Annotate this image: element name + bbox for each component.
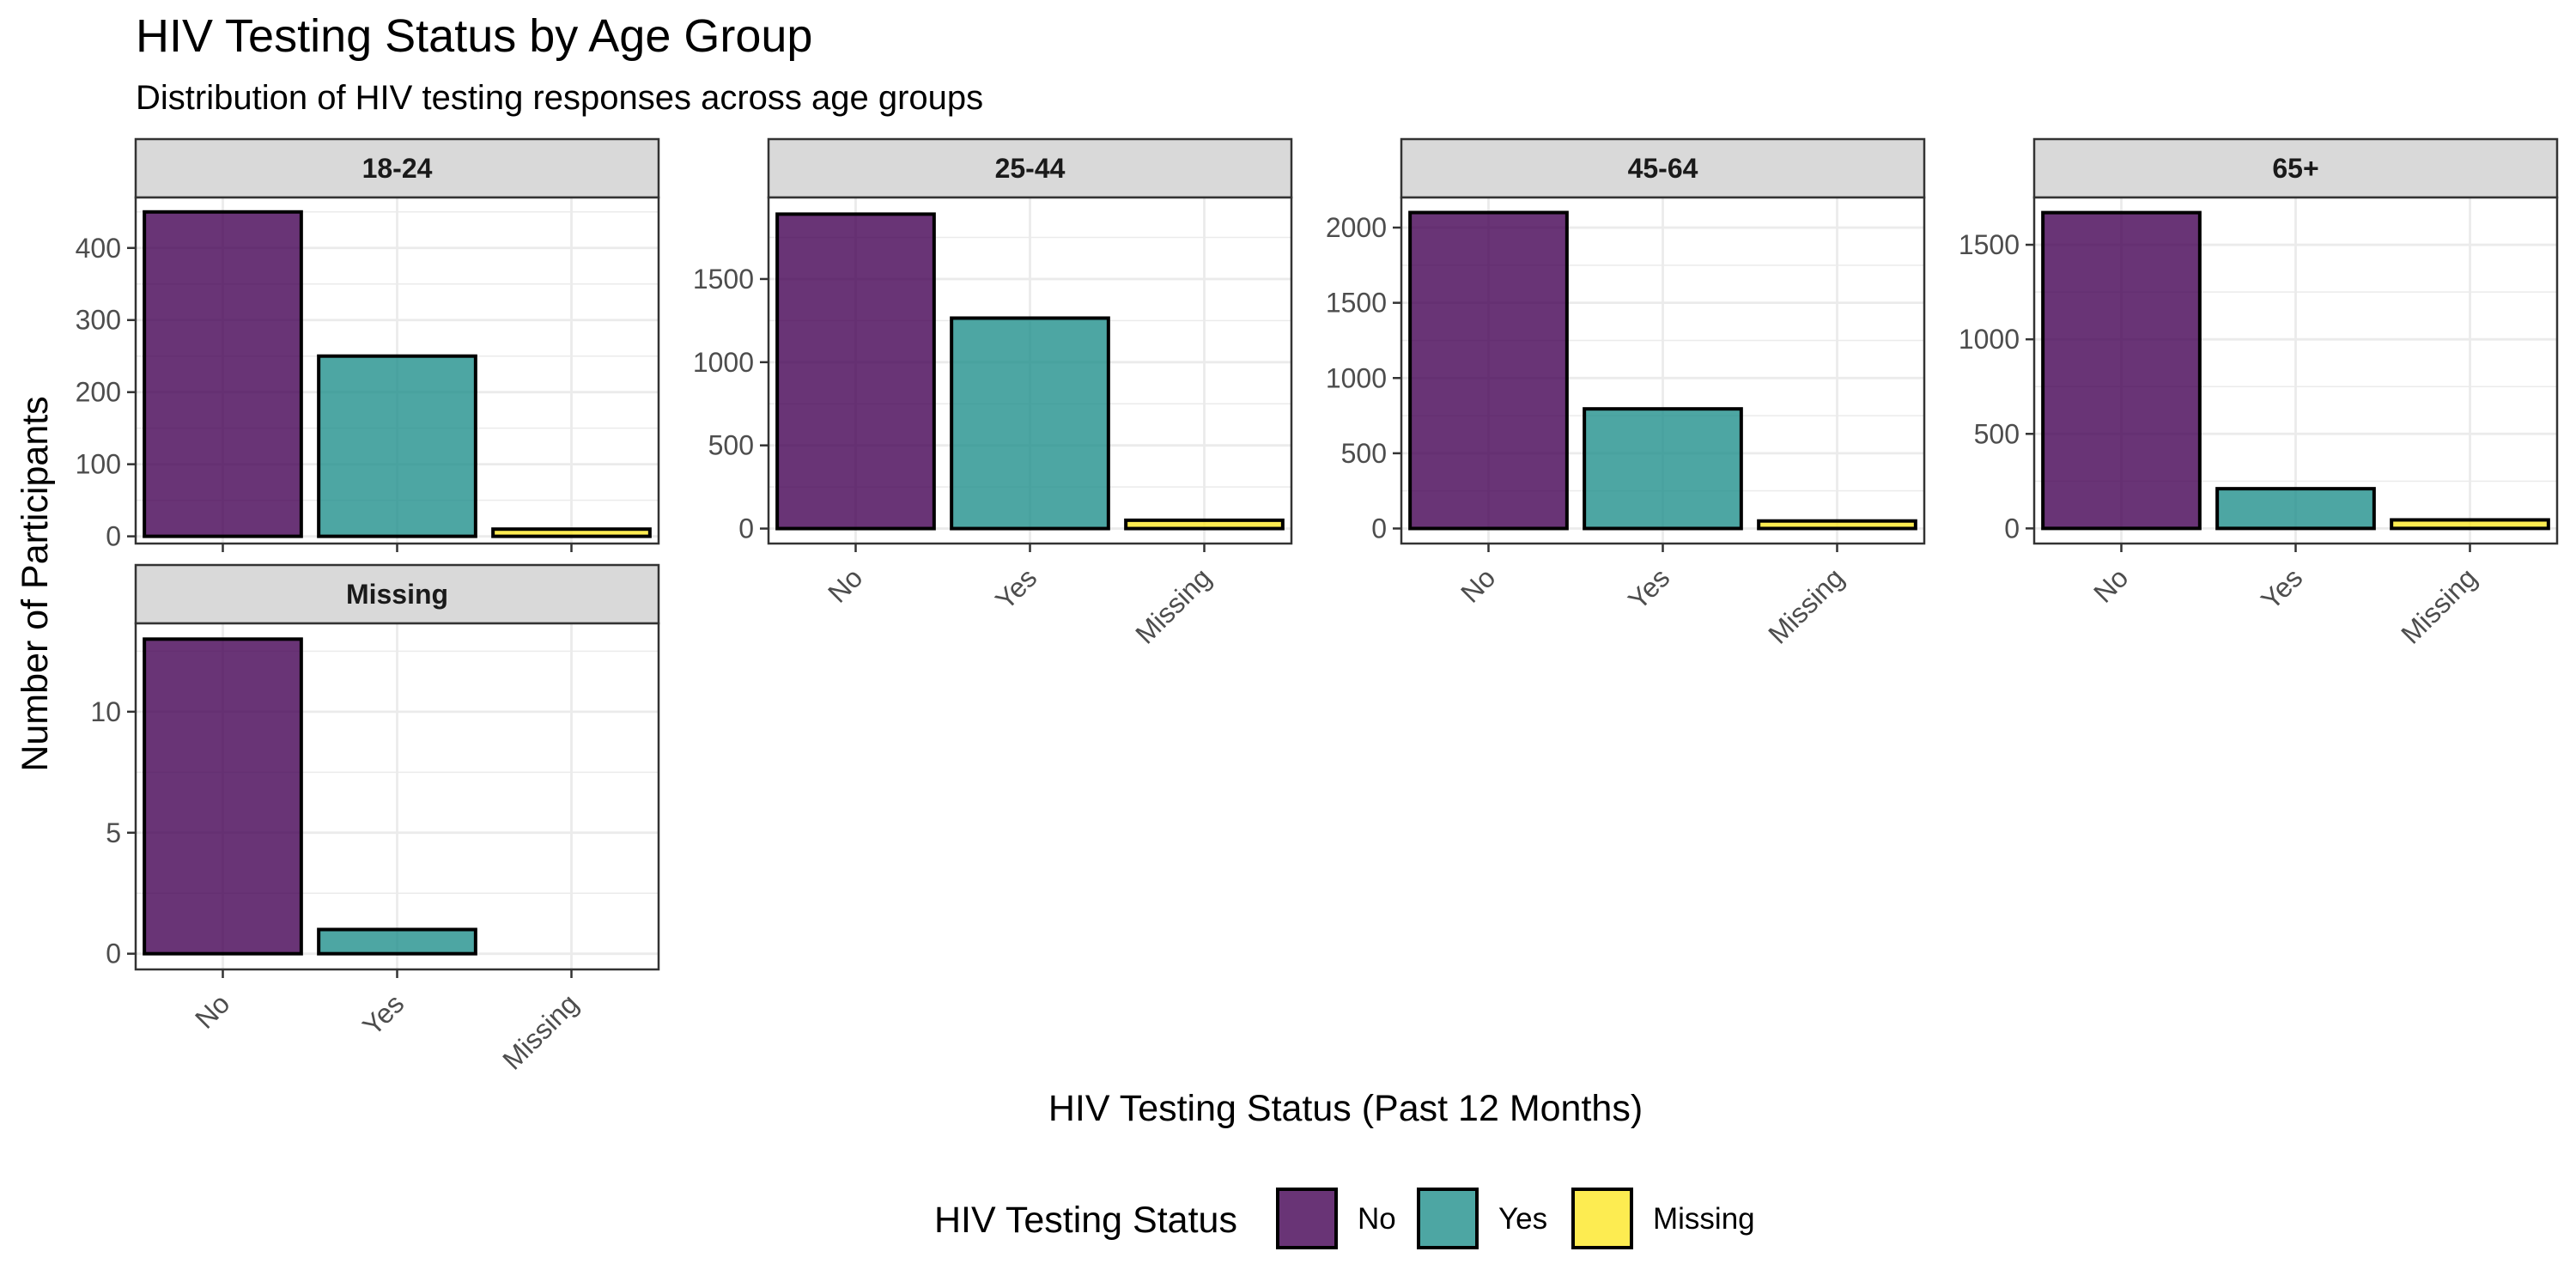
legend-key-no bbox=[1276, 1188, 1338, 1249]
y-tick-label: 300 bbox=[76, 305, 121, 336]
y-tick-label: 0 bbox=[738, 513, 754, 544]
facet-strip bbox=[134, 137, 660, 199]
bar-65--yes bbox=[2215, 487, 2376, 531]
facet-strip bbox=[134, 563, 660, 625]
y-tick-label: 0 bbox=[1371, 513, 1387, 544]
x-tick-label: Missing bbox=[1129, 562, 1217, 649]
x-axis-title: HIV Testing Status (Past 12 Months) bbox=[1048, 1088, 1643, 1129]
x-tick-label: Missing bbox=[1762, 562, 1850, 649]
legend-label-no: No bbox=[1358, 1202, 1396, 1236]
facet-strip-label: 65+ bbox=[2272, 153, 2318, 184]
x-tick-label: Yes bbox=[989, 562, 1042, 615]
y-tick-label: 1500 bbox=[1326, 288, 1387, 319]
x-tick-label: Yes bbox=[2255, 562, 2308, 615]
bar-25-44-yes bbox=[950, 316, 1110, 531]
bar-missing-yes bbox=[317, 927, 477, 956]
bar-18-24-no bbox=[143, 210, 303, 538]
x-tick-label: Yes bbox=[356, 987, 410, 1041]
y-tick-label: 0 bbox=[2004, 513, 2020, 544]
x-tick-label: No bbox=[822, 562, 868, 608]
facet-strip bbox=[767, 137, 1293, 199]
y-tick-label: 10 bbox=[90, 696, 121, 727]
x-tick-label: No bbox=[1455, 562, 1501, 608]
facet-strip-label: 25-44 bbox=[995, 153, 1066, 184]
facet-panel-25-44: 25-44 0 500 1000 1500 No Yes Missing bbox=[693, 137, 1293, 650]
y-tick-label: 1500 bbox=[1959, 229, 2020, 260]
x-tick-label: Missing bbox=[496, 987, 584, 1075]
legend-label-yes: Yes bbox=[1498, 1202, 1547, 1236]
bar-25-44-missing bbox=[1124, 518, 1285, 531]
bar-25-44-no bbox=[775, 212, 936, 531]
bar-18-24-yes bbox=[317, 354, 477, 538]
facet-strip bbox=[2032, 137, 2559, 199]
y-tick-label: 400 bbox=[76, 233, 121, 264]
y-axis-title: Number of Participants bbox=[15, 396, 56, 771]
y-tick-label: 0 bbox=[106, 521, 121, 552]
legend-key-yes bbox=[1417, 1188, 1479, 1249]
bar-65--missing bbox=[2390, 518, 2550, 531]
y-tick-label: 500 bbox=[708, 430, 754, 461]
y-tick-label: 1500 bbox=[693, 264, 754, 295]
y-tick-label: 0 bbox=[106, 939, 121, 969]
bar-missing-no bbox=[143, 637, 303, 956]
x-tick-label: No bbox=[2087, 562, 2134, 608]
facet-strip-label: 18-24 bbox=[362, 153, 433, 184]
facet-panel-45-64: 45-64 0 500 1000 1500 2000 No Yes Missing bbox=[1326, 137, 1926, 650]
legend: HIV Testing Status No Yes Missing bbox=[934, 1188, 1755, 1249]
y-tick-label: 5 bbox=[106, 817, 121, 848]
legend-label-missing: Missing bbox=[1653, 1202, 1755, 1236]
y-tick-label: 1000 bbox=[1326, 362, 1387, 393]
y-tick-label: 200 bbox=[76, 377, 121, 408]
y-tick-label: 2000 bbox=[1326, 212, 1387, 243]
facet-panel-65-: 65+ 0 500 1000 1500 No Yes Missing bbox=[1959, 137, 2559, 650]
bar-45-64-no bbox=[1408, 210, 1569, 531]
facet-panel-missing: Missing 0 5 10 No Yes Missing bbox=[90, 563, 660, 1076]
x-tick-label: No bbox=[189, 987, 235, 1034]
facet-strip bbox=[1400, 137, 1926, 199]
facet-strip-label: 45-64 bbox=[1628, 153, 1698, 184]
y-tick-label: 500 bbox=[1974, 418, 2020, 449]
facet-panel-18-24: 18-24 0 100 200 300 400 bbox=[76, 137, 660, 552]
legend-key-missing bbox=[1571, 1188, 1633, 1249]
y-tick-label: 1000 bbox=[1959, 324, 2020, 355]
bar-45-64-missing bbox=[1757, 519, 1917, 531]
chart-title: HIV Testing Status by Age Group bbox=[136, 10, 812, 62]
y-tick-label: 500 bbox=[1341, 438, 1387, 469]
legend-title: HIV Testing Status bbox=[934, 1200, 1237, 1241]
bar-45-64-yes bbox=[1583, 407, 1743, 531]
chart-subtitle: Distribution of HIV testing responses ac… bbox=[136, 79, 983, 117]
facet-strip-label: Missing bbox=[346, 579, 448, 610]
bar-65--no bbox=[2041, 210, 2202, 531]
x-tick-label: Yes bbox=[1622, 562, 1675, 615]
bar-18-24-missing bbox=[491, 527, 652, 538]
x-tick-label: Missing bbox=[2395, 562, 2482, 649]
y-tick-label: 100 bbox=[76, 449, 121, 480]
y-tick-label: 1000 bbox=[693, 347, 754, 378]
